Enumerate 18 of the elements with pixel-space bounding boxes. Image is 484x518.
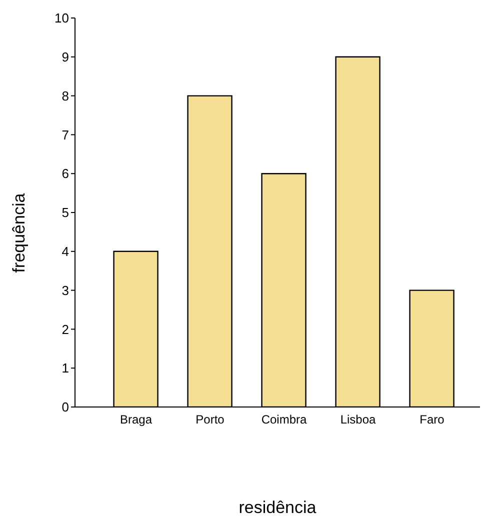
y-tick-label: 3 <box>62 282 69 298</box>
x-tick-label: Coimbra <box>261 412 307 427</box>
y-tick-label: 4 <box>62 244 69 260</box>
x-tick-label: Porto <box>196 412 225 427</box>
y-tick-label: 7 <box>62 127 69 142</box>
y-tick-label: 0 <box>62 400 69 415</box>
y-tick-label: 1 <box>62 360 69 376</box>
y-tick-label: 8 <box>62 88 69 104</box>
y-tick-label: 9 <box>62 50 69 65</box>
y-tick-label: 2 <box>62 322 69 337</box>
y-tick-label: 10 <box>54 10 69 26</box>
x-axis-title: residência <box>238 498 318 518</box>
y-tick-label: 5 <box>62 205 69 220</box>
x-tick-label: Lisboa <box>340 412 376 427</box>
x-tick-label: Faro <box>420 412 445 427</box>
x-tick-label: Braga <box>120 412 152 427</box>
y-tick-label: 6 <box>62 166 69 182</box>
y-axis-title: frequência <box>10 192 30 272</box>
